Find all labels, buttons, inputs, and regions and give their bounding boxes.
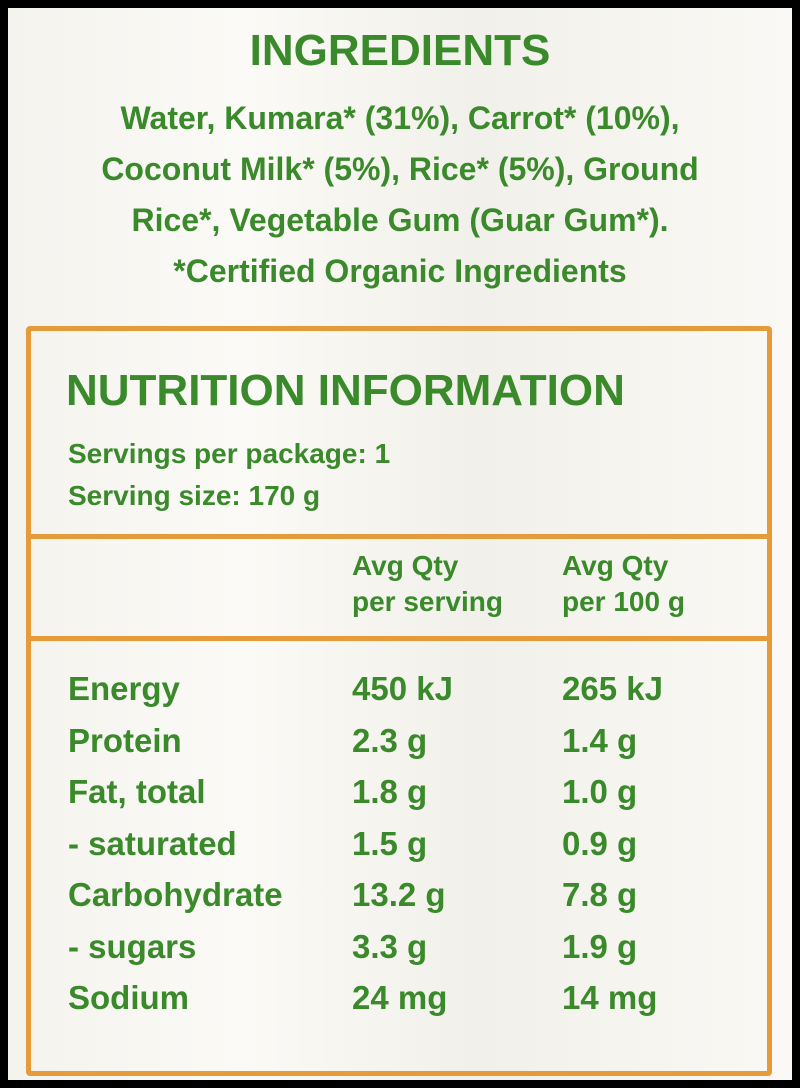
servings-per-package: Servings per package: 1 (68, 438, 391, 469)
nutrient-value: 450 kJ (352, 670, 453, 707)
ingredients-title: INGREDIENTS (249, 26, 551, 75)
nutrient-value: 1.5 g (352, 824, 428, 862)
nutrient-value: 1.0 g (562, 773, 638, 810)
ingredients-line: Rice*, Vegetable Gum (Guar Gum*). (131, 202, 669, 238)
nutrient-value: 1.9 g (562, 927, 638, 965)
column-header: per 100 g (562, 586, 685, 617)
divider (26, 636, 772, 641)
nutrient-value: 0.9 g (562, 824, 638, 862)
nutrient-value: 2.3 g (352, 721, 428, 759)
nutrition-title: NUTRITION INFORMATION (66, 366, 625, 415)
nutrient-value: 3.3 g (352, 927, 428, 965)
ingredients-line: *Certified Organic Ingredients (173, 253, 627, 289)
column-header: Avg Qty (352, 550, 459, 581)
divider (26, 534, 772, 539)
nutrient-value: 1.4 g (562, 721, 638, 759)
label: INGREDIENTS Water, Kumara* (31%), Carrot… (8, 8, 792, 1080)
nutrient-value: 1.8 g (352, 773, 428, 810)
nutrient-name: Energy (68, 670, 180, 707)
column-header: per serving (352, 586, 503, 617)
ingredients-line: Coconut Milk* (5%), Rice* (5%), Ground (101, 151, 699, 187)
nutrient-name: Protein (68, 721, 182, 759)
column-header: Avg Qty (562, 550, 669, 581)
serving-size: Serving size: 170 g (68, 480, 321, 511)
nutrient-value: 24 mg (352, 979, 448, 1016)
nutrient-name: - sugars (68, 927, 197, 965)
nutrient-name: Carbohydrate (68, 876, 283, 913)
nutrient-name: - saturated (68, 824, 237, 862)
nutrient-value: 14 mg (562, 979, 658, 1016)
nutrient-name: Fat, total (68, 773, 206, 810)
nutrient-value: 13.2 g (352, 876, 446, 913)
nutrition-panel (26, 326, 772, 1076)
ingredients-line: Water, Kumara* (31%), Carrot* (10%), (120, 100, 680, 136)
nutrient-name: Sodium (68, 979, 189, 1016)
nutrient-value: 265 kJ (562, 670, 663, 707)
nutrient-value: 7.8 g (562, 876, 638, 913)
